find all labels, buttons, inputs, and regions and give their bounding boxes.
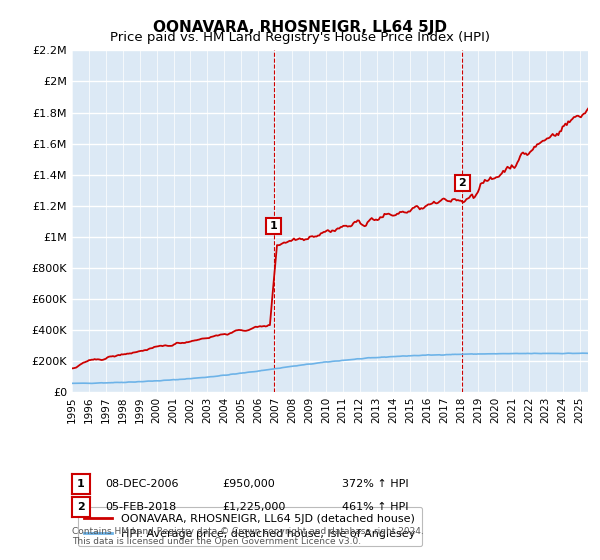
Text: 08-DEC-2006: 08-DEC-2006 — [105, 479, 179, 489]
Legend: OONAVARA, RHOSNEIGR, LL64 5JD (detached house), HPI: Average price, detached hou: OONAVARA, RHOSNEIGR, LL64 5JD (detached … — [77, 507, 422, 546]
Text: £950,000: £950,000 — [222, 479, 275, 489]
Text: 2: 2 — [77, 502, 85, 512]
Text: 1: 1 — [77, 479, 85, 489]
Text: 461% ↑ HPI: 461% ↑ HPI — [342, 502, 409, 512]
Text: £1,225,000: £1,225,000 — [222, 502, 286, 512]
Text: Price paid vs. HM Land Registry's House Price Index (HPI): Price paid vs. HM Land Registry's House … — [110, 31, 490, 44]
Text: 05-FEB-2018: 05-FEB-2018 — [105, 502, 176, 512]
Text: Contains HM Land Registry data © Crown copyright and database right 2024.
This d: Contains HM Land Registry data © Crown c… — [72, 526, 424, 546]
Text: 2: 2 — [458, 178, 466, 188]
Text: 1: 1 — [270, 221, 278, 231]
Text: 372% ↑ HPI: 372% ↑ HPI — [342, 479, 409, 489]
Text: OONAVARA, RHOSNEIGR, LL64 5JD: OONAVARA, RHOSNEIGR, LL64 5JD — [153, 20, 447, 35]
